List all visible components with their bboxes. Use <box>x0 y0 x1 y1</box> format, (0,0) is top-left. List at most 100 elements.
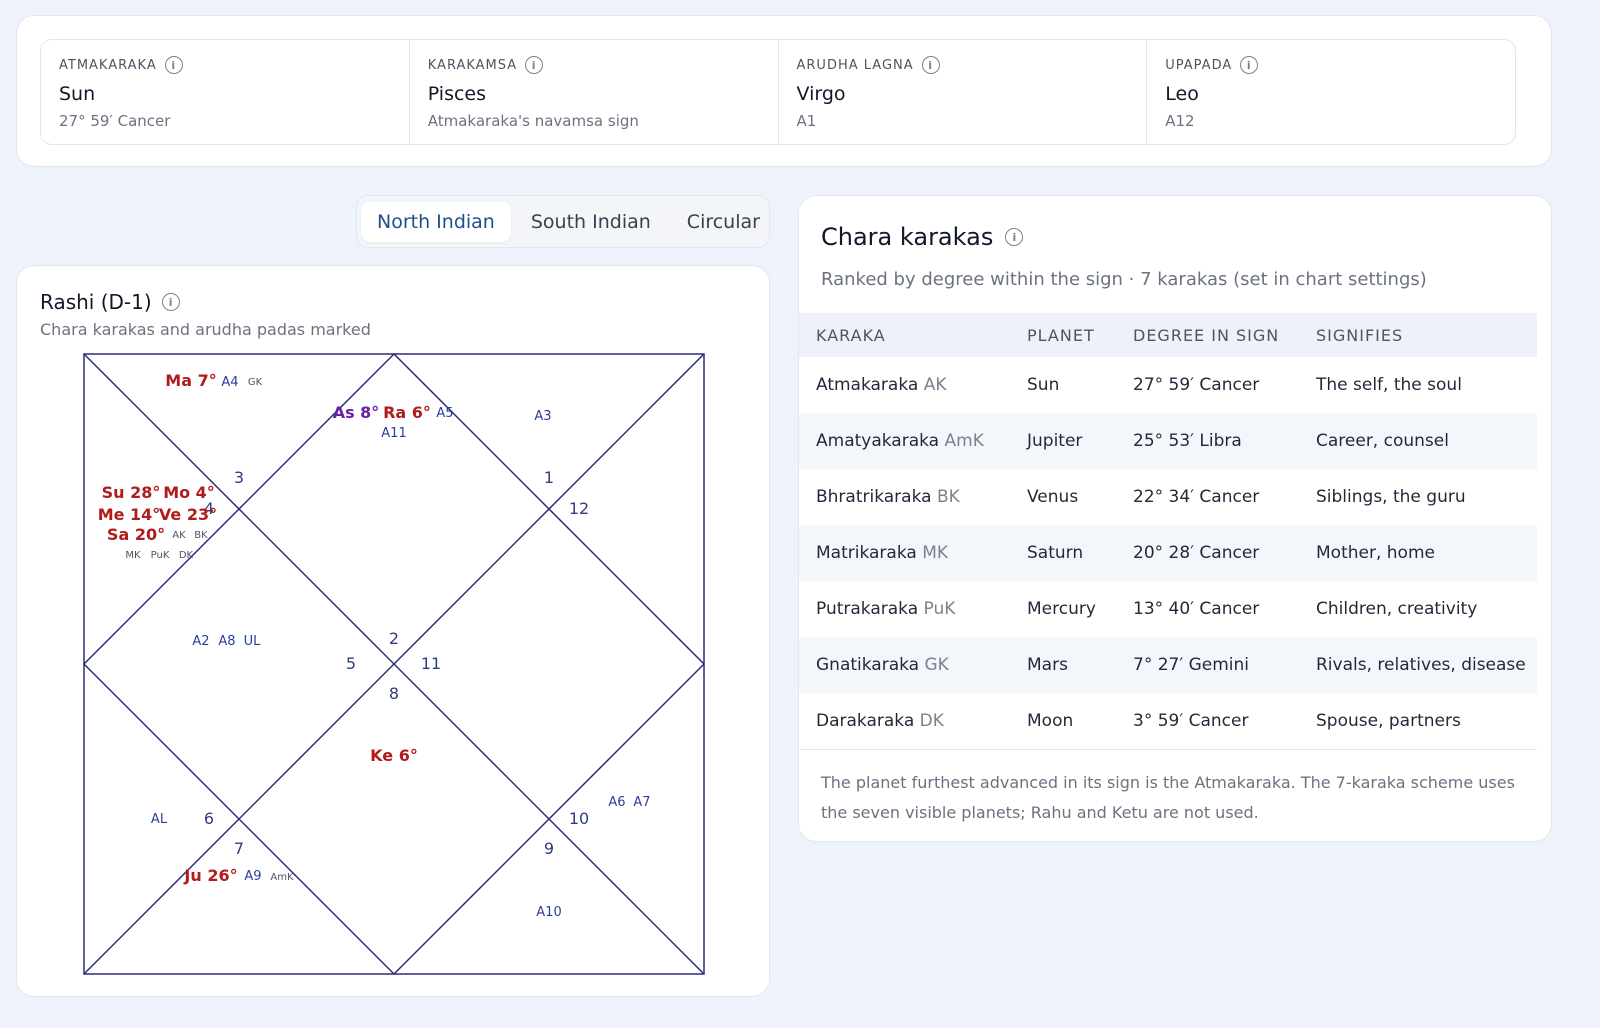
signifies-cell: Siblings, the guru <box>1316 487 1466 507</box>
degree-cell: 13° 40′ Cancer <box>1133 599 1260 619</box>
info-icon[interactable]: i <box>164 56 183 74</box>
summary-arudha-lagna: ARUDHA LAGNA i Virgo A1 <box>779 40 1148 144</box>
karaka-abbr: DK <box>919 710 944 731</box>
info-icon[interactable]: i <box>161 293 180 311</box>
arudha-padas: A4 A5 A11 A3 A2 A8 UL AL A6 A7 A9 A10 <box>151 375 651 920</box>
planet-ketu: Ke 6° <box>370 746 418 765</box>
sign-number: 5 <box>346 654 356 673</box>
karaka-name: Amatyakaraka <box>816 431 940 451</box>
summary-value: Virgo <box>796 83 846 105</box>
summary-label: ATMAKARAKA <box>59 57 157 73</box>
karakas-title: Chara karakas <box>821 223 994 251</box>
karakas-subtitle: Ranked by degree within the sign · 7 kar… <box>821 269 1427 290</box>
karaka-name: Atmakaraka <box>816 375 919 395</box>
chart-title: Rashi (D-1) <box>40 290 152 314</box>
pada-arudha-lagna: AL <box>151 812 168 827</box>
degree-cell: 20° 28′ Cancer <box>1116 525 1299 581</box>
karaka-abbr: AK <box>923 375 947 395</box>
chart-lines <box>82 352 706 976</box>
sign-number: 8 <box>389 684 399 703</box>
pada-a11: A11 <box>381 426 406 441</box>
planet-cell: Moon <box>1010 693 1116 750</box>
planet-rahu: Ra 6° <box>383 403 431 422</box>
header-signifies: SIGNIFIES <box>1299 313 1537 357</box>
signifies-cell: Career, counsel <box>1299 413 1537 469</box>
pada-upapada: UL <box>244 634 262 649</box>
tab-north-indian[interactable]: North Indian <box>361 201 511 242</box>
pada-a9: A9 <box>244 869 261 884</box>
karaka-name: Gnatikaraka <box>816 655 920 675</box>
sign-number: 3 <box>234 468 244 487</box>
header-karaka: KARAKA <box>799 313 1010 357</box>
sign-number: 12 <box>569 499 589 518</box>
planet-moon: Mo 4° <box>163 483 215 502</box>
signifies-cell: Mother, home <box>1299 525 1537 581</box>
summary-sub: 27° 59′ Cancer <box>59 112 171 130</box>
karaka-cell: Amatyakaraka AmK <box>799 413 1010 469</box>
sign-number: 1 <box>544 468 554 487</box>
karaka-cell: Darakaraka DK <box>799 693 1010 750</box>
karaka-cell: Gnatikaraka GK <box>799 637 1010 693</box>
planet-cell: Mercury <box>1027 599 1096 619</box>
degree-cell: 22° 34′ Cancer <box>1133 487 1260 507</box>
karaka-cell: Bhratrikaraka BK <box>799 469 1010 525</box>
karaka-name: Darakaraka <box>816 710 915 731</box>
sign-number: 2 <box>389 629 399 648</box>
karaka-name: Matrikaraka <box>816 543 917 563</box>
chart-subtitle: Chara karakas and arudha padas marked <box>40 320 371 339</box>
karaka-abbr: BK <box>936 487 960 507</box>
tag-puk: PuK <box>151 550 170 561</box>
summary-card: ATMAKARAKA i Sun 27° 59′ Cancer KARAKAMSA… <box>16 15 1552 167</box>
table-row: Putrakaraka PuK Mercury 13° 40′ Cancer C… <box>799 581 1537 637</box>
summary-sub: Atmakaraka's navamsa sign <box>427 112 639 130</box>
pada-a6: A6 <box>608 795 625 810</box>
tag-gk: GK <box>248 377 263 388</box>
tag-mk: MK <box>125 550 141 561</box>
planet-saturn: Sa 20° <box>107 525 165 544</box>
summary-value: Pisces <box>427 83 487 105</box>
pada-a4: A4 <box>221 375 238 390</box>
header-degree: DEGREE IN SIGN <box>1116 313 1299 357</box>
karakas-note: The planet furthest advanced in its sign… <box>821 773 1515 822</box>
planet-cell: Mars <box>1010 637 1116 693</box>
table-row: Amatyakaraka AmK Jupiter 25° 53′ Libra C… <box>799 413 1537 469</box>
planet-cell: Sun <box>1027 375 1060 395</box>
sign-number: 11 <box>421 654 441 673</box>
sign-number: 9 <box>544 839 554 858</box>
sign-number: 10 <box>569 809 589 828</box>
pada-a10: A10 <box>536 905 561 920</box>
degree-cell: 7° 27′ Gemini <box>1116 637 1299 693</box>
sign-numbers: 1 12 11 10 9 8 7 6 5 4 3 2 <box>204 468 589 858</box>
chara-karakas-card: Chara karakas i Ranked by degree within t… <box>798 195 1552 842</box>
table-row: Gnatikaraka GK Mars 7° 27′ Gemini Rivals… <box>799 637 1537 693</box>
summary-value: Sun <box>59 83 96 105</box>
karaka-abbr: GK <box>924 655 949 675</box>
summary-karakamsa: KARAKAMSA i Pisces Atmakaraka's navamsa s… <box>410 40 779 144</box>
info-icon[interactable]: i <box>525 56 544 74</box>
info-icon[interactable]: i <box>1005 228 1024 246</box>
pada-a3: A3 <box>534 409 551 424</box>
info-icon[interactable]: i <box>1240 56 1259 74</box>
tag-ak: AK <box>172 530 186 541</box>
summary-grid: ATMAKARAKA i Sun 27° 59′ Cancer KARAKAMSA… <box>40 39 1516 145</box>
karaka-cell: Atmakaraka AK <box>799 357 1010 413</box>
planet-ascendant: As 8° <box>333 403 380 422</box>
table-header-row: KARAKA PLANET DEGREE IN SIGN SIGNIFIES <box>799 313 1537 357</box>
summary-label: UPAPADA <box>1165 57 1233 73</box>
karaka-tags: GK AK BK MK PuK DK AmK <box>125 377 294 883</box>
north-indian-chart: 1 12 11 10 9 8 7 6 5 4 3 2 Ma 7° As 8° R… <box>82 352 706 976</box>
signifies-cell: Rivals, relatives, disease <box>1299 637 1537 693</box>
sign-number: 4 <box>204 499 214 518</box>
karaka-abbr: PuK <box>923 599 956 619</box>
summary-sub: A1 <box>796 112 817 130</box>
tab-circular[interactable]: Circular <box>686 210 760 233</box>
sign-number: 6 <box>204 809 214 828</box>
tab-south-indian[interactable]: South Indian <box>530 210 651 233</box>
planet-cell: Jupiter <box>1010 413 1116 469</box>
planet-venus: Ve 23° <box>159 505 217 524</box>
pada-a5: A5 <box>436 406 453 421</box>
signifies-cell: The self, the soul <box>1316 375 1462 395</box>
info-icon[interactable]: i <box>921 56 940 74</box>
tag-amk: AmK <box>270 872 294 883</box>
signifies-cell: Spouse, partners <box>1299 693 1537 750</box>
